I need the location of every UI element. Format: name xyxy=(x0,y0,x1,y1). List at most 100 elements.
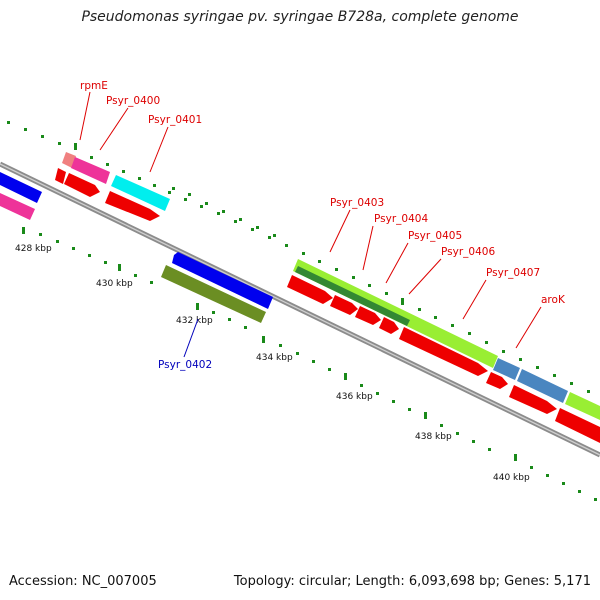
label-psyr0404[interactable]: Psyr_0404 xyxy=(374,213,428,225)
cds-arrow[interactable] xyxy=(486,372,508,389)
scale-label-438: 438 kbp xyxy=(415,432,452,442)
leader-psyr0406 xyxy=(408,258,442,295)
tick-dot xyxy=(200,205,203,208)
cds-features xyxy=(55,168,600,443)
tick-dot xyxy=(485,341,488,344)
map-title: Pseudomonas syringae pv. syringae B728a,… xyxy=(81,9,519,25)
tick-dot xyxy=(41,135,44,138)
label-psyr0401[interactable]: Psyr_0401 xyxy=(148,114,202,126)
tick-major xyxy=(118,264,121,271)
forward-strand-genes xyxy=(62,152,600,420)
leader-psyr0404 xyxy=(362,225,374,271)
tick-dot xyxy=(456,432,459,435)
tick-dot xyxy=(302,252,305,255)
tick-dot xyxy=(134,274,137,277)
tick-dot xyxy=(150,281,153,284)
tick-dot xyxy=(553,374,556,377)
gene-left-magenta[interactable] xyxy=(0,193,35,220)
label-aroK[interactable]: aroK xyxy=(541,294,566,306)
tick-dot xyxy=(392,400,395,403)
leader-psyr0407 xyxy=(462,279,487,320)
tick-dot xyxy=(212,311,215,314)
label-psyr0402[interactable]: Psyr_0402 xyxy=(158,359,212,371)
inner-tick-ring xyxy=(22,227,597,501)
tick-dot xyxy=(530,466,533,469)
tick-dot xyxy=(122,170,125,173)
tick-dot xyxy=(56,240,59,243)
tick-dot xyxy=(296,352,299,355)
leader-psyr0403 xyxy=(329,209,351,253)
tick-dot xyxy=(451,324,454,327)
cds-arrow[interactable] xyxy=(509,385,557,414)
gene-left-blue[interactable] xyxy=(0,172,42,203)
cds-arrow[interactable] xyxy=(555,408,600,443)
tick-dot xyxy=(188,193,191,196)
scale-label-440: 440 kbp xyxy=(493,473,530,483)
leader-psyr0401 xyxy=(149,126,169,173)
tick-dot xyxy=(335,268,338,271)
leader-rpmE xyxy=(79,91,91,141)
tick-dot xyxy=(184,198,187,201)
cds-arrow[interactable] xyxy=(399,327,488,376)
tick-dot xyxy=(222,210,225,213)
tick-dot xyxy=(279,344,282,347)
gene-psyr0407[interactable] xyxy=(565,392,600,420)
gene-psyr0401[interactable] xyxy=(111,175,170,211)
tick-dot xyxy=(58,142,61,145)
tick-dot xyxy=(138,177,141,180)
gene-psyr0400[interactable] xyxy=(71,157,110,184)
tick-dot xyxy=(562,482,565,485)
label-rpmE[interactable]: rpmE xyxy=(80,80,108,92)
scale-label-428: 428 kbp xyxy=(15,244,52,254)
outer-tick-ring xyxy=(7,121,590,393)
backbone-highlight xyxy=(0,163,600,456)
tick-dot xyxy=(594,498,597,501)
tick-dot xyxy=(328,368,331,371)
cds-arrow[interactable] xyxy=(55,168,66,184)
cds-arrow[interactable] xyxy=(355,306,381,325)
tick-dot xyxy=(244,326,247,329)
cds-arrow[interactable] xyxy=(64,173,100,197)
tick-major xyxy=(74,143,77,150)
tick-dot xyxy=(273,234,276,237)
scale-label-436: 436 kbp xyxy=(336,392,373,402)
scale-labels: 428 kbp 430 kbp 432 kbp 434 kbp 436 kbp … xyxy=(15,244,530,483)
tick-major xyxy=(196,303,199,310)
tick-dot xyxy=(39,233,42,236)
left-edge-genes xyxy=(0,172,42,220)
tick-dot xyxy=(285,244,288,247)
tick-dot xyxy=(312,360,315,363)
tick-dot xyxy=(239,218,242,221)
tick-dot xyxy=(234,220,237,223)
gene-psyr0404[interactable] xyxy=(295,266,410,326)
tick-major xyxy=(344,373,347,380)
gene-psyr0402[interactable] xyxy=(161,265,266,323)
tick-dot xyxy=(153,184,156,187)
label-psyr0407[interactable]: Psyr_0407 xyxy=(486,267,540,279)
tick-dot xyxy=(536,366,539,369)
tick-dot xyxy=(440,424,443,427)
tick-dot xyxy=(217,212,220,215)
tick-dot xyxy=(418,308,421,311)
label-psyr0406[interactable]: Psyr_0406 xyxy=(441,246,495,258)
label-psyr0405[interactable]: Psyr_0405 xyxy=(408,230,462,242)
tick-dot xyxy=(24,128,27,131)
gene-psyr0402-cds[interactable] xyxy=(172,252,273,309)
label-psyr0403[interactable]: Psyr_0403 xyxy=(330,197,384,209)
tick-dot xyxy=(172,187,175,190)
cds-arrow[interactable] xyxy=(105,191,160,221)
cds-arrow[interactable] xyxy=(287,275,333,304)
cds-arrow[interactable] xyxy=(379,317,399,334)
tick-dot xyxy=(106,163,109,166)
tick-dot xyxy=(468,332,471,335)
tick-dot xyxy=(88,254,91,257)
scale-label-434: 434 kbp xyxy=(256,353,293,363)
tick-dot xyxy=(578,490,581,493)
tick-dot xyxy=(168,191,171,194)
gene-aroK[interactable] xyxy=(517,369,568,403)
gene-psyr0406[interactable] xyxy=(493,358,520,380)
tick-dot xyxy=(360,384,363,387)
cds-arrow[interactable] xyxy=(330,295,358,315)
label-psyr0400[interactable]: Psyr_0400 xyxy=(106,95,160,107)
